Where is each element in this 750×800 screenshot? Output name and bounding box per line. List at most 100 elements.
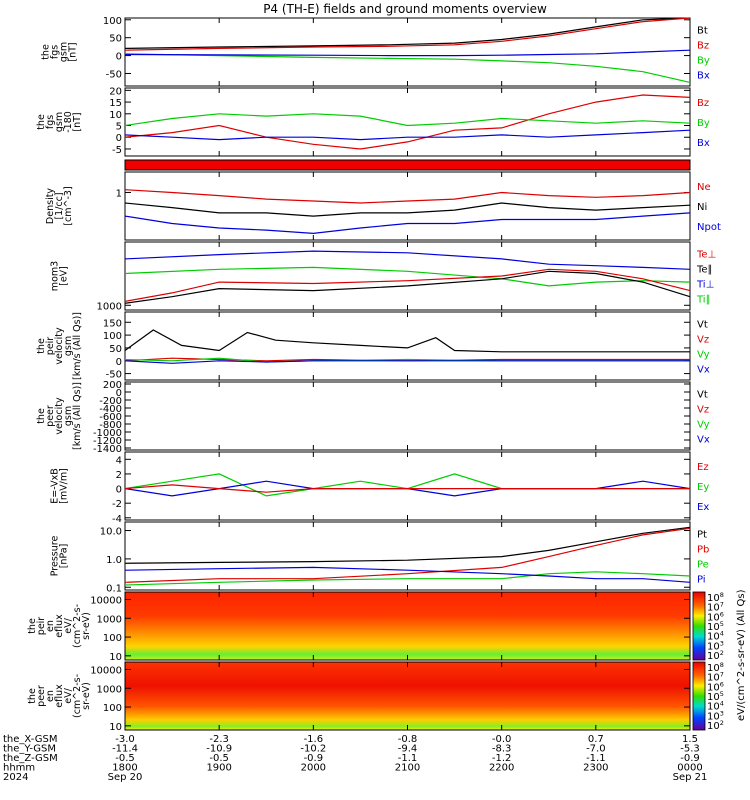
series-line-Bx: [124, 129, 691, 141]
series-line-Ne: [124, 189, 691, 204]
y-axis-label: sr-eV): [81, 612, 92, 640]
y-tick-label: 0: [116, 52, 122, 63]
y-tick-label: -1000: [93, 428, 122, 439]
panel-frame: [124, 17, 691, 87]
y-axis-label: [eV]: [59, 266, 70, 286]
y-axis-label: Pressure: [50, 536, 61, 577]
legend-entry: Vt: [697, 320, 708, 331]
colorbar: [692, 661, 706, 731]
x-tick-label: 0000: [677, 763, 702, 774]
y-tick-label: 10000: [90, 595, 122, 606]
panels: 100500-50thefgsgsm[nT]BtBzByBx20151050-5…: [27, 16, 747, 733]
legend-entry: Pt: [697, 530, 707, 541]
legend-entry: Vx: [697, 435, 710, 446]
x-row-label: the_X-GSM: [3, 734, 57, 745]
y-axis-label: [nT]: [68, 42, 79, 61]
panel-frame: [124, 521, 691, 591]
y-axis-label: eV/: [63, 687, 74, 703]
panel-7: 4 2 0 -2 -4 E=-VxB[mV/m] Ez Ey Ex: [50, 451, 709, 525]
y-axis-label: the: [27, 688, 38, 704]
x-row-label: the_Y-GSM: [3, 744, 56, 755]
spectrogram: [125, 662, 690, 730]
y-axis-label: [nPa]: [59, 544, 70, 569]
y-tick-label: 1: [116, 188, 122, 199]
series-line-Ni: [124, 202, 691, 217]
x-tick-label: 2300: [583, 763, 608, 774]
legend-entry: Pe: [697, 560, 709, 571]
legend-entry: Bz: [697, 98, 709, 109]
x-tick-label: -0.5: [115, 753, 135, 764]
series-line-Ez: [124, 484, 690, 493]
y-tick-label: -2: [112, 499, 122, 510]
y-tick-label: 50: [109, 344, 122, 355]
y-tick-label: -5: [112, 145, 122, 156]
series-line-Pb: [124, 527, 691, 583]
series-line-By: [124, 53, 691, 83]
panel-6: 2000-200-400-600-800-1000-1200-1400 thepe…: [36, 380, 710, 455]
series-line-Pt: [124, 526, 691, 564]
x-row-label: the_Z-GSM: [3, 753, 58, 764]
y-axis-label: [cm^-3]: [63, 186, 74, 225]
legend-entry: Vz: [697, 405, 709, 416]
colorbar-tick-label: 105: [707, 620, 724, 633]
panel-frame: [124, 451, 691, 521]
mode-bar: [124, 159, 691, 171]
colorbar-tick-label: 103: [707, 639, 724, 652]
y-tick-label: 100: [103, 633, 122, 644]
y-tick-label: -800: [99, 420, 122, 431]
legend-entry: By: [697, 118, 710, 129]
x-tick-label: -0.5: [209, 753, 229, 764]
y-axis-label: fgs: [50, 45, 61, 59]
panel-frame: [124, 381, 691, 451]
series-line-Ti⊥: [124, 250, 691, 270]
series-line-Te∥: [124, 270, 691, 304]
y-axis-label: the: [36, 114, 47, 130]
y-tick-label: 10000: [90, 665, 122, 676]
y-tick-label: 0: [116, 133, 122, 144]
series-line-Bx: [124, 49, 691, 57]
y-tick-label: -50: [106, 370, 122, 381]
legend-entry: Ni: [697, 202, 707, 213]
legend-entry: Bx: [697, 71, 710, 82]
x-tick-label: -3.0: [115, 734, 135, 745]
series-line-Ti∥: [124, 266, 691, 287]
x-row-label: 2024: [3, 772, 28, 783]
y-tick-label: 1000: [97, 614, 122, 625]
y-axis-label: eV/: [63, 617, 74, 633]
y-axis-label: gsm: [54, 112, 65, 132]
series-line-Bt: [124, 17, 691, 49]
legend-entry: Vy: [697, 350, 710, 361]
legend-entry: Vy: [697, 420, 710, 431]
x-tick-label: -1.1: [586, 753, 606, 764]
y-axis-label: peir: [36, 617, 47, 636]
y-axis-label: eflux: [54, 614, 65, 638]
y-tick-label: -400: [99, 404, 122, 415]
colorbar-tick-label: 106: [707, 610, 724, 623]
y-axis-label: [nT]: [72, 112, 83, 131]
colorbar-tick-label: 108: [707, 661, 724, 674]
legend-entry: Ti⊥: [696, 280, 714, 291]
y-axis-label: gsm: [63, 336, 74, 356]
legend-entry: Bz: [697, 41, 709, 52]
y-tick-label: 100: [103, 703, 122, 714]
y-tick-label: -1200: [93, 436, 122, 447]
y-tick-label: 0: [116, 485, 122, 496]
y-tick-label: 1000: [97, 684, 122, 695]
colorbar-tick-label: 107: [707, 671, 724, 684]
y-tick-label: 100: [103, 16, 122, 27]
colorbar-tick-label: 106: [707, 680, 724, 693]
legend-entry: Ey: [697, 482, 709, 493]
y-axis-label: fgs: [45, 115, 56, 129]
y-axis-label: sr-eV): [81, 682, 92, 710]
legend-entry: Vx: [697, 365, 710, 376]
y-tick-label: 0: [116, 388, 122, 399]
x-tick-label: -0.8: [398, 734, 418, 745]
y-tick-label: 15: [109, 98, 122, 109]
y-axis-label: mom3: [50, 261, 61, 291]
y-tick-label: 50: [109, 34, 122, 45]
y-tick-label: 10: [109, 652, 122, 663]
y-axis-label: velocity: [54, 327, 65, 365]
x-tick-label: Sep 20: [108, 772, 143, 783]
x-tick-label: 0.7: [588, 734, 604, 745]
